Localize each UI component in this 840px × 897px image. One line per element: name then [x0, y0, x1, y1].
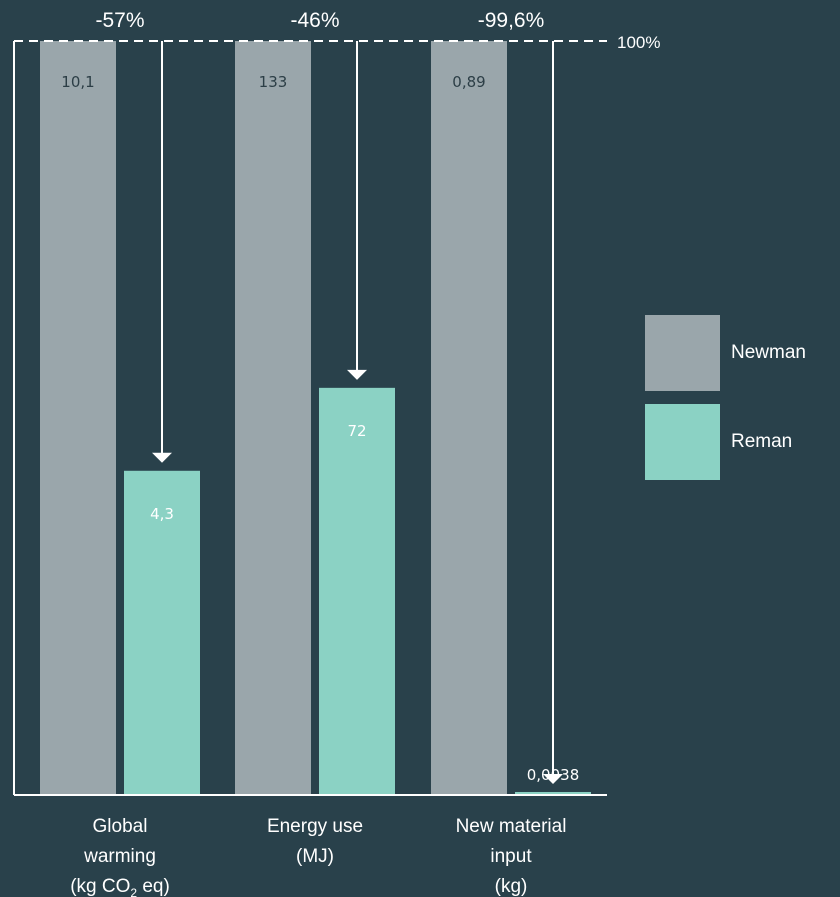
legend-swatch-reman [645, 404, 720, 480]
bar-reman-2 [515, 791, 591, 795]
bar-newman-2 [431, 41, 507, 795]
category-label-1: Energy use (MJ) [267, 816, 363, 867]
change-arrowhead-1 [347, 369, 367, 380]
bar-newman-0 [40, 41, 116, 795]
value-label-newman-0: 10,1 [61, 73, 94, 91]
legend-label-newman: Newman [731, 342, 806, 363]
legend-item-reman: Reman [645, 404, 806, 480]
change-arrowhead-0 [152, 452, 172, 463]
legend-item-newman: Newman [645, 315, 806, 391]
change-label-1: -46% [290, 9, 339, 32]
bar-reman-1 [319, 387, 395, 795]
reference-label: 100% [617, 33, 660, 52]
legend-swatch-newman [645, 315, 720, 391]
bar-newman-1 [235, 41, 311, 795]
category-label-2: New material input (kg) [456, 816, 567, 897]
value-label-newman-2: 0,89 [452, 73, 485, 91]
legend: Newman Reman [645, 315, 806, 493]
change-arrowhead-2 [543, 773, 563, 784]
category-label-0: Global warming (kg CO2 eq) [70, 816, 170, 897]
value-label-reman-1: 72 [347, 422, 366, 440]
value-label-reman-0: 4,3 [150, 505, 174, 523]
value-label-newman-1: 133 [259, 73, 288, 91]
bar-reman-0 [124, 470, 200, 795]
change-label-0: -57% [95, 9, 144, 32]
change-label-2: -99,6% [478, 9, 545, 32]
legend-label-reman: Reman [731, 431, 793, 452]
